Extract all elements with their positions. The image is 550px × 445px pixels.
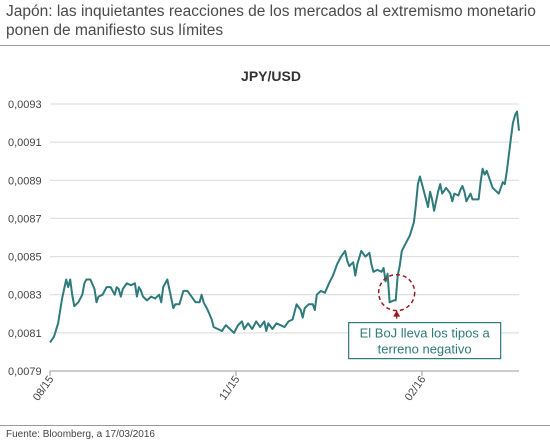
y-tick-label: 0,0083 bbox=[8, 290, 42, 302]
y-axis-ticks: 0,0079 0,0081 0,0083 0,0085 0,0087 0,0089 0,00… bbox=[8, 99, 42, 378]
annotation-text-line: El BoJ lleva los tipos a bbox=[360, 326, 491, 341]
y-tick-label: 0,0087 bbox=[8, 213, 42, 225]
chart-title: JPY/USD bbox=[241, 68, 301, 84]
series-line bbox=[49, 110, 520, 343]
y-tick-label: 0,0091 bbox=[8, 137, 42, 149]
source-note: Fuente: Bloomberg, a 17/03/2016 bbox=[6, 429, 155, 440]
annotation-box bbox=[348, 322, 502, 360]
chart-series bbox=[49, 110, 520, 343]
y-tick-label: 0,0079 bbox=[8, 366, 42, 378]
x-tick-label: 08/15 bbox=[31, 374, 57, 403]
y-tick-label: 0,0085 bbox=[8, 252, 42, 264]
annotation-text-line: terreno negativo bbox=[378, 342, 472, 357]
annotation-arrowhead bbox=[393, 310, 401, 317]
x-axis: 08/15 11/15 02/16 bbox=[31, 370, 519, 403]
headline-divider bbox=[0, 45, 550, 46]
x-tick-label: 11/15 bbox=[217, 374, 242, 403]
x-tick-label: 02/16 bbox=[403, 374, 429, 403]
y-tick-label: 0,0089 bbox=[8, 175, 42, 187]
chart-gridlines bbox=[50, 103, 519, 334]
footer-divider bbox=[0, 425, 550, 426]
y-tick-label: 0,0093 bbox=[8, 99, 42, 111]
y-tick-label: 0,0081 bbox=[8, 328, 42, 340]
page-headline: Japón: las inquietantes reacciones de lo… bbox=[6, 3, 536, 39]
